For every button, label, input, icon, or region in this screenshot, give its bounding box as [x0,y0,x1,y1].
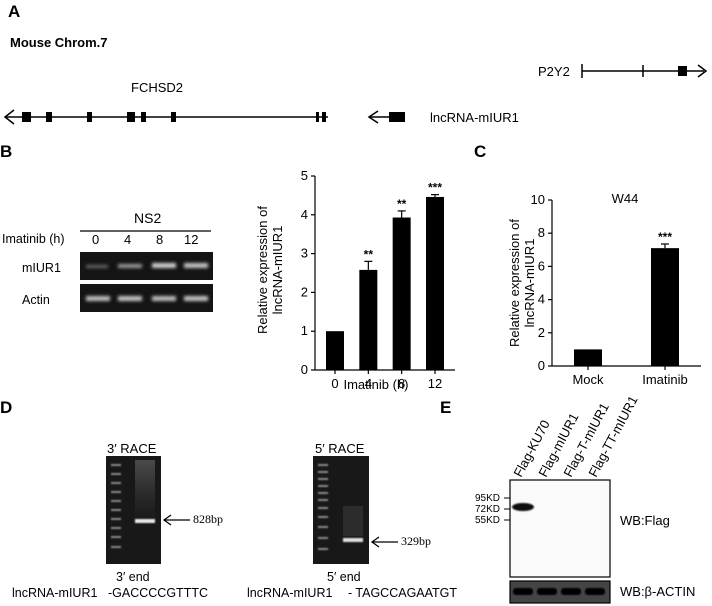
chart-c-title: W44 [612,191,639,206]
gel-row-miur1: mIUR1 [22,261,61,275]
fchsd2-gene-track [3,109,328,125]
chart-c-xtick-label: Mock [572,372,604,387]
chart-b-ytick-label: 0 [301,362,308,377]
chart-b-xtick-label: 4 [365,376,372,391]
gel-title-underline [80,230,211,232]
gel-image [80,252,213,312]
chart-b-xtick-label: 8 [398,376,405,391]
race5-band [343,538,363,542]
chart-b-ytick-label: 2 [301,284,308,299]
chart-b-significance: ** [364,247,374,261]
race5-end-label: 5′ end [327,570,361,584]
wb-marker-72kd: 72KD [475,504,501,515]
chart-b-bar [392,217,411,370]
gel-bands [86,263,208,301]
race5-seq-name: lncRNA-mIUR1 [247,586,333,600]
chart-c-ytick-label: 8 [538,225,545,240]
chart-c-xtick-label: Imatinib [642,372,688,387]
chart-c-ytick-label: 10 [531,192,545,207]
gene-map [3,64,708,125]
wb-ku70-band [512,503,534,511]
wb-flag-membrane [509,479,611,578]
chart-c-ylabel: Relative expression oflncRNA-mIUR1 [507,219,537,347]
p2y2-gene-track [581,64,708,78]
chart-b-ytick-label: 1 [301,323,308,338]
race3-title: 3′ RACE [107,441,157,456]
chart-b-bar [426,196,444,370]
race3-ladder [111,464,121,548]
chart-c-ytick-label: 2 [538,325,545,340]
chart-c-significance: *** [658,230,672,244]
chart-c-ytick-label: 4 [538,292,545,307]
chart-b-bar [359,269,378,370]
gel-lane-8: 8 [156,232,164,247]
chart-b-ytick-label: 5 [301,168,308,183]
wb-flag-label: WB:Flag [620,513,670,528]
race3-seq: -GACCCCGTTTC [108,586,208,600]
lncrna-gene-track [367,110,405,124]
gel-title: NS2 [134,210,162,226]
chart-b-ylabel: Relative expression oflncRNA-mIUR1 [255,206,285,334]
race5-arrow-icon [370,536,398,548]
panel-letter-b: B [0,142,13,161]
chart-b: Relative expression oflncRNA-mIUR1 Imati… [255,168,455,392]
wb-actin-label: WB:β-ACTIN [620,584,696,599]
gene-label-fchsd2: FCHSD2 [131,80,184,95]
wb-lane-labels: Flag-KU70 Flag-mIUR1 Flag-T-mIUR1 Flag-T… [510,393,640,479]
wb-marker-95kd: 95KD [475,493,501,504]
chart-c-bar [574,349,602,366]
race3-arrow-icon [162,514,190,526]
gel-lane-4: 4 [124,232,132,247]
gel-lane-12: 12 [184,232,199,247]
chart-b-ytick-label: 4 [301,207,308,222]
chart-b-xlabel: Imatinib (h) [343,377,408,392]
gel-row-actin: Actin [22,293,50,307]
chart-b-significance: ** [397,197,407,211]
chart-b-significance: *** [428,181,442,195]
panel-letter-e: E [440,398,452,417]
race5-gel [313,456,369,564]
gel-lane-0: 0 [92,232,100,247]
race3-band-label: 828bp [193,512,223,526]
race5-title: 5′ RACE [315,441,365,456]
panel-letter-c: C [474,142,487,161]
race3-end-label: 3′ end [116,570,150,584]
race5-ladder [318,464,328,550]
chart-c-bar [651,248,679,366]
chart-c: W44 Relative expression oflncRNA-mIUR1 0… [507,191,701,387]
chart-b-xtick-label: 12 [428,376,442,391]
race3-band [135,519,155,523]
panel-letter-a: A [8,2,21,21]
chart-c-ytick-label: 6 [538,258,545,273]
wb-actin-membrane [509,580,611,604]
chart-b-bar [326,331,344,370]
wb-marker-55kd: 55KD [475,515,501,526]
wb-actin-bands [513,588,605,595]
western-blot [504,479,611,604]
chart-b-xtick-label: 0 [331,376,338,391]
panel-letter-d: D [0,398,13,417]
race3-gel [106,456,161,564]
race3-seq-name: lncRNA-mIUR1 [12,586,98,600]
gene-label-lncrna: lncRNA-mIUR1 [430,110,519,125]
chromosome-title: Mouse Chrom.7 [10,35,108,50]
gel-row-label: Imatinib (h) [2,232,65,246]
gene-label-p2y2: P2Y2 [538,64,570,79]
race5-band-label: 329bp [401,534,431,548]
race5-seq: - TAGCCAGAATGT [348,586,458,600]
chart-c-ytick-label: 0 [538,358,545,373]
chart-b-ytick-label: 3 [301,246,308,261]
